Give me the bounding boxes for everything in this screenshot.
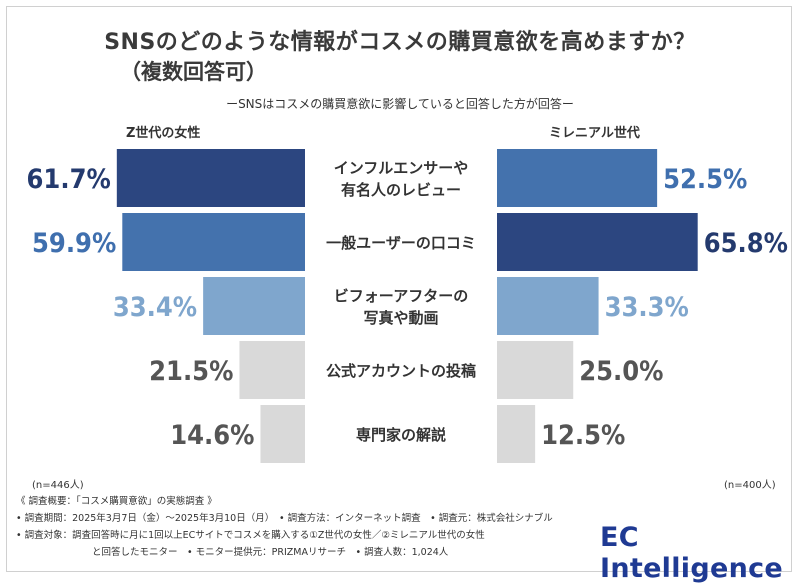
category-label-5-line-1: 専門家の解説	[356, 426, 446, 444]
category-label-3-line-2: 写真や動画	[363, 309, 438, 327]
millennial-value-label-5: 12.5%	[541, 420, 625, 451]
sample-size-gen-z: (n=446人)	[32, 480, 84, 491]
millennial-bar-2	[497, 213, 698, 271]
footer-line-2: • 調査期間：2025年3月7日（金）〜2025年3月10日（月） • 調査方法…	[16, 513, 553, 524]
footer-line-3: • 調査対象：調査回答時に月に1回以上ECサイトでコスメを購入する①Z世代の女性…	[16, 530, 485, 541]
gen-z-bar-2	[122, 213, 306, 271]
gen-z-value-label-3: 33.4%	[113, 292, 197, 323]
footer-line-4: と回答したモニター • モニター提供元：PRIZMAリサーチ • 調査人数：1,…	[92, 547, 449, 558]
millennial-value-label-1: 52.5%	[663, 164, 747, 195]
sample-size-millennial: (n=400人)	[724, 480, 776, 491]
gen-z-value-label-1: 61.7%	[27, 164, 111, 195]
millennial-bar-5	[497, 405, 536, 463]
category-label-1-line-1: インフルエンサーや	[334, 159, 469, 177]
survey-footer: 《 調査概要：「コスメ購買意欲」の実態調査 》 • 調査期間：2025年3月7日…	[16, 493, 576, 561]
chart-note: ーSNSはコスメの購買意欲に影響していると回答した方が回答ー	[226, 97, 574, 111]
millennial-value-label-3: 33.3%	[605, 292, 689, 323]
millennial-bar-1	[497, 149, 658, 207]
millennial-bar-4	[497, 341, 574, 399]
gen-z-value-label-4: 21.5%	[149, 356, 233, 387]
gen-z-value-label-2: 59.9%	[32, 228, 116, 259]
gen-z-bar-4	[239, 341, 305, 399]
footer-line-1: 《 調査概要：「コスメ購買意欲」の実態調査 》	[16, 496, 217, 507]
category-label-4-line-1: 公式アカウントの投稿	[326, 362, 476, 380]
millennial-value-label-2: 65.8%	[704, 228, 788, 259]
gen-z-bar-1	[116, 149, 305, 207]
gen-z-bar-5	[260, 405, 305, 463]
category-label-2-line-1: 一般ユーザーの口コミ	[326, 234, 476, 252]
gen-z-bar-3	[203, 277, 305, 335]
chart-title-line2: （複数回答可）	[120, 60, 267, 84]
millennial-bar-3	[497, 277, 599, 335]
category-label-1-line-2: 有名人のレビュー	[341, 181, 461, 199]
chart-title: SNSのどのような情報がコスメの購買意欲を高めますか？	[104, 30, 696, 55]
category-label-3-line-1: ビフォーアフターの	[334, 287, 468, 305]
gen-z-value-label-5: 14.6%	[170, 420, 254, 451]
series-label-gen-z: Z世代の女性	[126, 126, 201, 141]
millennial-value-label-4: 25.0%	[579, 356, 663, 387]
series-label-millennial: ミレニアル世代	[549, 126, 640, 141]
ec-intelligence-logo: EC Intelligence	[600, 522, 784, 584]
chart-frame	[6, 6, 792, 572]
